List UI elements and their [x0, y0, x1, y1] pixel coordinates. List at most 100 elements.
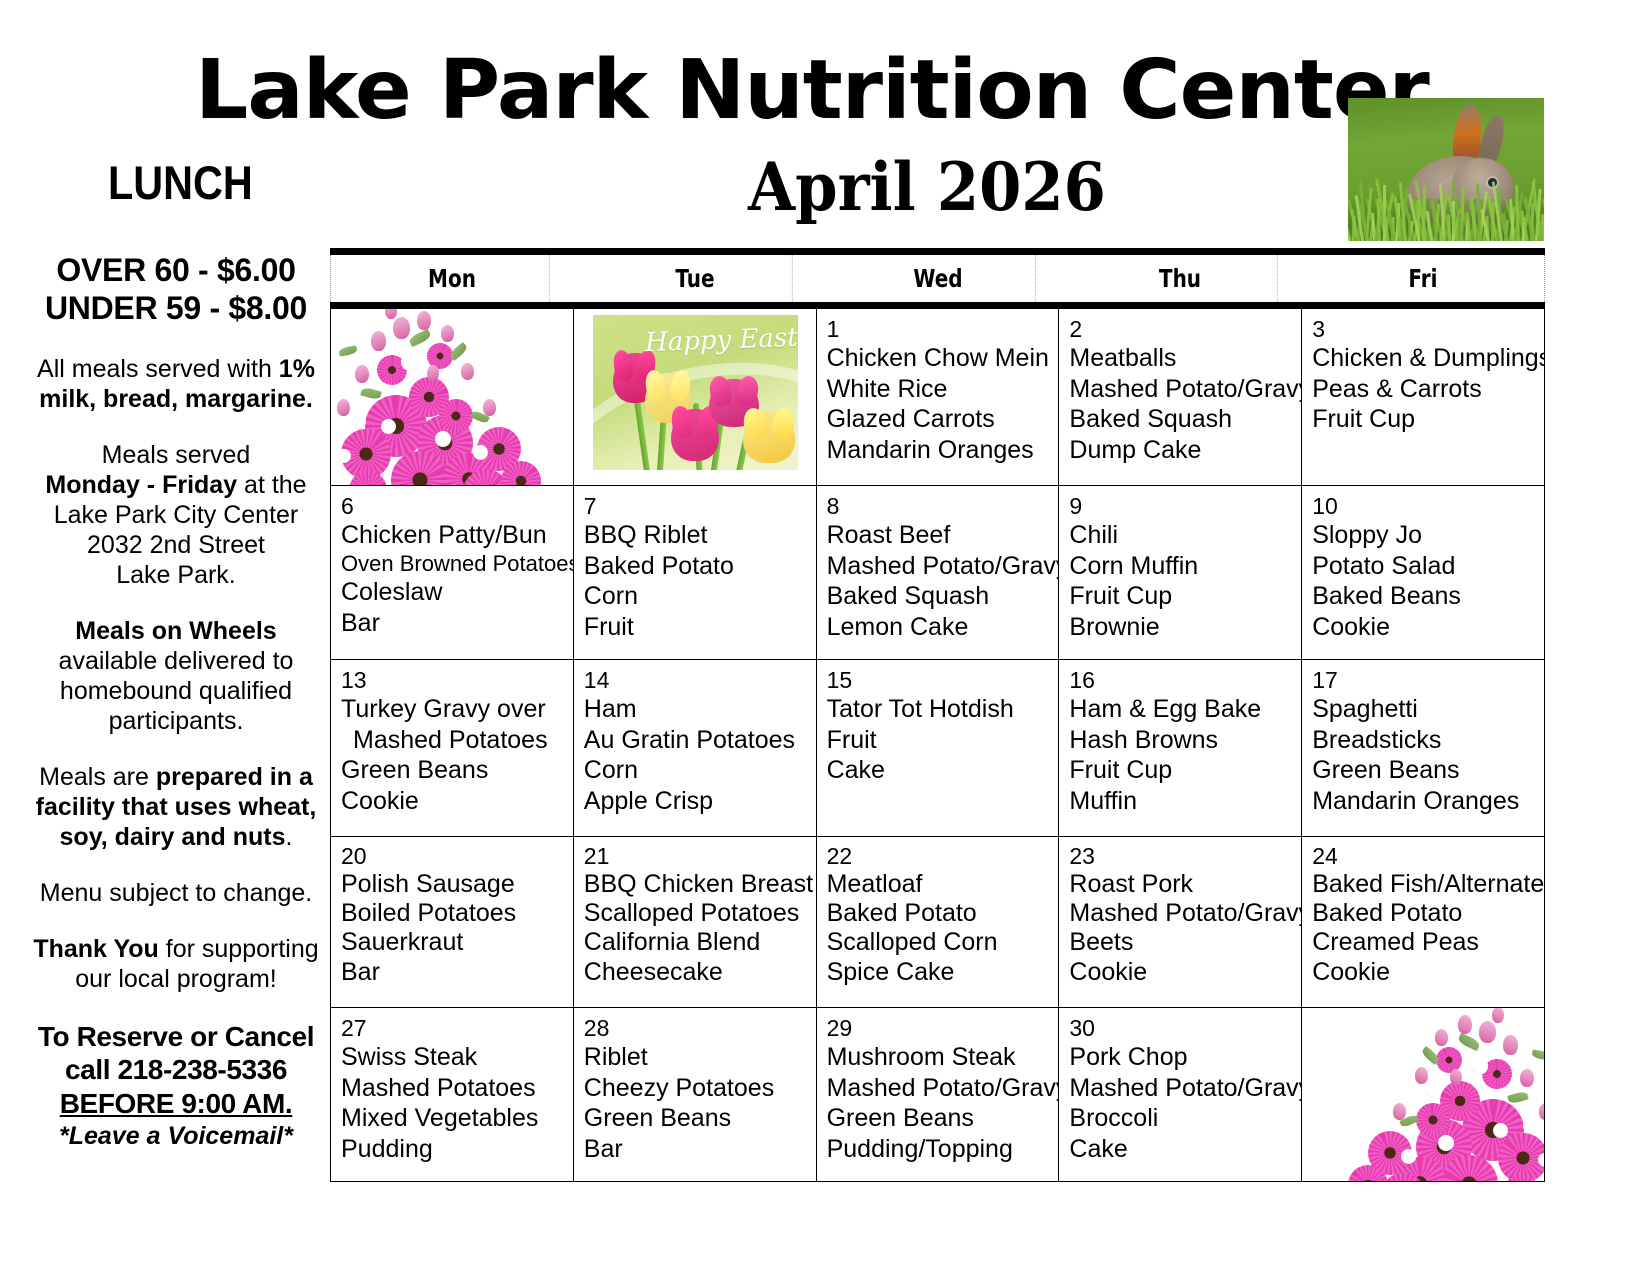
menu-item: California Blend	[583, 928, 761, 957]
day-number: 16	[1069, 667, 1095, 693]
calendar-day-13[interactable]: 13 Turkey Gravy over Mashed Potatoes Green …	[331, 660, 574, 836]
calendar-week-row: 27 Swiss Steak Mashed Potatoes Mixed Vegeta…	[331, 1008, 1544, 1181]
menu-item-list: Meatloaf Baked Potato Scalloped Corn Spice …	[827, 870, 1059, 987]
menu-item: Baked Potato	[1312, 899, 1463, 928]
calendar-day-empty[interactable]	[1302, 1008, 1544, 1181]
calendar-day-28[interactable]: 28 Riblet Cheezy Potatoes Green Beans Bar	[574, 1008, 817, 1181]
menu-item: White Rice	[826, 374, 948, 403]
menu-item: Scalloped Potatoes	[583, 899, 800, 928]
day-number: 2	[1069, 316, 1083, 342]
calendar-day-empty[interactable]: Happy Easter	[574, 309, 817, 485]
calendar-day-empty[interactable]	[331, 309, 574, 485]
weekday-header-mon: Mon	[355, 255, 550, 302]
meals-on-wheels-bold: Meals on Wheels	[75, 616, 277, 645]
calendar-day-7[interactable]: 7 BBQ Riblet Baked Potato Corn Fruit	[574, 486, 817, 659]
menu-item-list: Sloppy Jo Potato Salad Baked Beans Cookie	[1312, 520, 1544, 642]
menu-item: Cookie	[1312, 612, 1391, 641]
calendar-day-17[interactable]: 17 Spaghetti Breadsticks Green Beans Mandari…	[1302, 660, 1544, 836]
thank-you-note: Thank You for supporting our local progr…	[30, 934, 322, 994]
menu-item: Baked Fish/Alternate	[1312, 869, 1544, 898]
calendar-day-15[interactable]: 15 Tator Tot Hotdish Fruit Cake	[817, 660, 1060, 836]
menu-item: Spice Cake	[826, 957, 955, 986]
calendar-day-16[interactable]: 16 Ham & Egg Bake Hash Browns Fruit Cup Muff…	[1059, 660, 1303, 836]
calendar-day-22[interactable]: 22 Meatloaf Baked Potato Scalloped Corn Spic…	[817, 837, 1060, 1007]
meals-include-note: All meals served with 1% milk, bread, ma…	[30, 354, 322, 414]
calendar-day-1[interactable]: 1 Chicken Chow Mein White Rice Glazed Carro…	[817, 309, 1060, 485]
day-number: 3	[1312, 316, 1325, 342]
menu-item: Potato Salad	[1312, 551, 1456, 580]
calendar-week-row: Happy Easter 1 Chicken Chow Mein White Rice…	[331, 309, 1544, 486]
calendar-day-29[interactable]: 29 Mushroom Steak Mashed Potato/Gravy Green…	[817, 1008, 1060, 1181]
menu-item: Mashed Potato/Gravy	[826, 551, 1060, 580]
calendar-day-10[interactable]: 10 Sloppy Jo Potato Salad Baked Beans Cookie	[1302, 486, 1544, 659]
served-at-the: at the	[237, 470, 307, 499]
day-number: 6	[341, 493, 354, 519]
served-street: 2032 2nd Street	[87, 530, 265, 559]
calendar-weekday-header: Mon Tue Wed Thu Fri	[330, 255, 1545, 302]
page-title: Lake Park Nutrition Center	[195, 43, 1430, 138]
menu-item: Apple Crisp	[583, 786, 714, 815]
menu-item: Ham	[583, 695, 637, 724]
thank-you-plain: for supporting our local program!	[75, 934, 319, 993]
calendar-day-14[interactable]: 14 Ham Au Gratin Potatoes Corn Apple Crisp	[574, 660, 817, 836]
menu-item: Bar	[341, 957, 380, 986]
menu-item: BBQ Riblet	[583, 521, 708, 550]
menu-item: Hash Browns	[1069, 725, 1219, 754]
menu-item: Corn	[583, 756, 638, 785]
menu-item: Corn Muffin	[1069, 551, 1199, 580]
calendar-day-23[interactable]: 23 Roast Pork Mashed Potato/Gravy Beets Cook…	[1059, 837, 1303, 1007]
menu-item: Green Beans	[341, 756, 489, 785]
happy-easter-text: Happy Easter	[644, 321, 798, 359]
day-number: 13	[341, 667, 367, 693]
day-number: 8	[826, 493, 840, 519]
weekday-header-tue: Tue	[598, 255, 793, 302]
calendar-day-27[interactable]: 27 Swiss Steak Mashed Potatoes Mixed Vegeta…	[331, 1008, 574, 1181]
day-number: 23	[1069, 843, 1095, 869]
served-days: Monday - Friday	[45, 470, 238, 499]
menu-item: Oven Browned Potatoes	[341, 550, 574, 576]
weekday-header-thu: Thu	[1084, 255, 1278, 302]
day-number: 22	[826, 843, 853, 869]
calendar-day-8[interactable]: 8 Roast Beef Mashed Potato/Gravy Baked Squa…	[817, 486, 1060, 659]
calendar-day-2[interactable]: 2 Meatballs Mashed Potato/Gravy Baked Squas…	[1059, 309, 1303, 485]
day-number: 27	[341, 1015, 367, 1041]
menu-change-note: Menu subject to change.	[39, 878, 313, 907]
menu-item-list: Polish Sausage Boiled Potatoes Sauerkraut B…	[341, 870, 573, 987]
menu-item-list: Tator Tot Hotdish Fruit Cake	[827, 694, 1059, 786]
calendar-week-row: 20 Polish Sausage Boiled Potatoes Sauerkrau…	[331, 837, 1544, 1008]
reserve-phone[interactable]: call 218-238-5336	[64, 1054, 288, 1086]
menu-item-list: BBQ Chicken Breast Scalloped Potatoes Cali…	[584, 870, 816, 987]
calendar-day-21[interactable]: 21 BBQ Chicken Breast Scalloped Potatoes Ca…	[574, 837, 817, 1007]
menu-item: Roast Pork	[1069, 869, 1194, 898]
calendar-day-9[interactable]: 9 Chili Corn Muffin Fruit Cup Brownie	[1059, 486, 1303, 659]
menu-item: Mandarin Oranges	[826, 435, 1034, 464]
calendar-day-6[interactable]: 6 Chicken Patty/Bun Oven Browned Potatoes C…	[331, 486, 574, 659]
menu-item: Mashed Potato/Gravy	[826, 1073, 1060, 1102]
menu-item: Baked Squash	[1069, 405, 1233, 434]
calendar-day-20[interactable]: 20 Polish Sausage Boiled Potatoes Sauerkrau…	[331, 837, 574, 1007]
menu-item: Boiled Potatoes	[341, 899, 517, 928]
menu-item: Mashed Potatoes	[353, 725, 548, 754]
reserve-heading: To Reserve or Cancel	[37, 1020, 315, 1052]
menu-item: Cake	[1069, 1134, 1128, 1163]
day-number: 24	[1312, 843, 1338, 869]
menu-item: Scalloped Corn	[826, 928, 998, 957]
menu-calendar: Mon Tue Wed Thu Fri Happy Easter 1 Chicken Cho…	[330, 248, 1545, 1182]
reserve-info: To Reserve or Cancel call 218-238-5336 B…	[30, 1020, 322, 1121]
menu-item-list: Chicken Patty/Bun Oven Browned Potatoes Co…	[341, 520, 573, 638]
day-number: 20	[341, 843, 367, 869]
menu-item: Brownie	[1069, 612, 1160, 641]
menu-item-list: Baked Fish/Alternate Baked Potato Creamed …	[1312, 870, 1544, 987]
rabbit-photo	[1348, 98, 1544, 241]
calendar-day-3[interactable]: 3 Chicken & Dumplings Peas & Carrots Fruit …	[1302, 309, 1544, 485]
menu-item-list: Turkey Gravy over Mashed Potatoes Green Be…	[341, 694, 573, 816]
menu-item-list: Riblet Cheezy Potatoes Green Beans Bar	[584, 1042, 816, 1164]
day-number: 9	[1069, 493, 1083, 519]
menu-item: Roast Beef	[826, 521, 951, 550]
calendar-day-30[interactable]: 30 Pork Chop Mashed Potato/Gravy Broccoli Ca…	[1059, 1008, 1303, 1181]
day-number: 21	[583, 843, 610, 869]
menu-item: Mandarin Oranges	[1312, 786, 1520, 815]
menu-item: Creamed Peas	[1312, 928, 1479, 957]
menu-item: Mashed Potato/Gravy	[1069, 1073, 1303, 1102]
calendar-day-24[interactable]: 24 Baked Fish/Alternate Baked Potato Creame…	[1302, 837, 1544, 1007]
